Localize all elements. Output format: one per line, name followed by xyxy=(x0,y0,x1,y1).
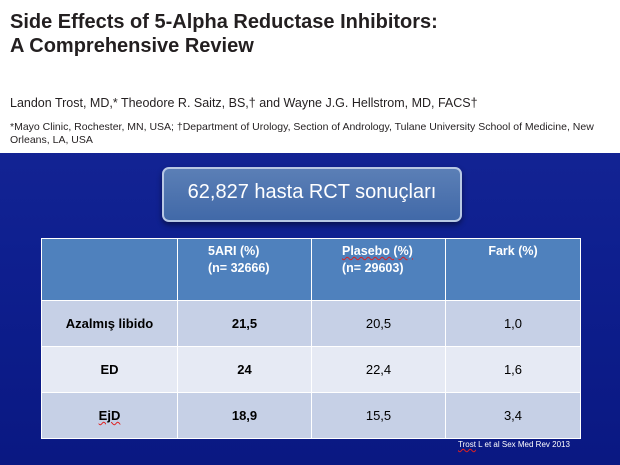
article-affiliation: *Mayo Clinic, Rochester, MN, USA; †Depar… xyxy=(10,121,594,146)
table-header-empty xyxy=(41,238,178,301)
citation-rest: L et al Sex Med Rev 2013 xyxy=(475,440,570,449)
table-header-plasebo: Plasebo (%) (n= 29603) xyxy=(311,238,446,301)
article-title-line1: Side Effects of 5-Alpha Reductase Inhibi… xyxy=(10,11,438,33)
side-effects-table: 5ARI (%) (n= 32666) Plasebo (%) (n= 2960… xyxy=(41,238,581,439)
cell-fark: 1,6 xyxy=(445,346,581,393)
table-row: EjD 18,9 15,5 3,4 xyxy=(41,392,581,439)
table-header-row: 5ARI (%) (n= 32666) Plasebo (%) (n= 2960… xyxy=(41,238,581,301)
row-label: EjD xyxy=(98,408,121,423)
cell-fark: 1,0 xyxy=(445,300,581,347)
table-header-5ari-label: 5ARI (%) xyxy=(208,244,260,258)
row-label-container: EjD xyxy=(41,392,178,439)
cell-plasebo: 15,5 xyxy=(311,392,446,439)
table-header-plasebo-n: (n= 29603) xyxy=(342,261,404,275)
article-title-line2: A Comprehensive Review xyxy=(10,35,254,57)
table-row: ED 24 22,4 1,6 xyxy=(41,346,581,393)
citation-author: Trost xyxy=(458,440,476,449)
cell-fark: 3,4 xyxy=(445,392,581,439)
table-header-fark-label: Fark (%) xyxy=(488,244,538,258)
table-row: Azalmış libido 21,5 20,5 1,0 xyxy=(41,300,581,347)
table-header-5ari-n: (n= 32666) xyxy=(208,261,270,275)
cell-plasebo: 22,4 xyxy=(311,346,446,393)
article-title: Side Effects of 5-Alpha Reductase Inhibi… xyxy=(10,10,438,58)
row-label: Azalmış libido xyxy=(41,300,178,347)
article-authors: Landon Trost, MD,* Theodore R. Saitz, BS… xyxy=(10,96,478,110)
cell-5ari: 24 xyxy=(177,346,312,393)
cell-5ari: 18,9 xyxy=(177,392,312,439)
table-header-plasebo-label: Plasebo (%) xyxy=(342,244,413,258)
article-header: Side Effects of 5-Alpha Reductase Inhibi… xyxy=(0,0,620,153)
summary-box: 62,827 hasta RCT sonuçları xyxy=(162,167,462,222)
table-header-5ari: 5ARI (%) (n= 32666) xyxy=(177,238,312,301)
cell-plasebo: 20,5 xyxy=(311,300,446,347)
row-label: ED xyxy=(41,346,178,393)
cell-5ari: 21,5 xyxy=(177,300,312,347)
citation: Trost L et al Sex Med Rev 2013 xyxy=(458,440,570,449)
table-header-fark: Fark (%) xyxy=(445,238,581,301)
